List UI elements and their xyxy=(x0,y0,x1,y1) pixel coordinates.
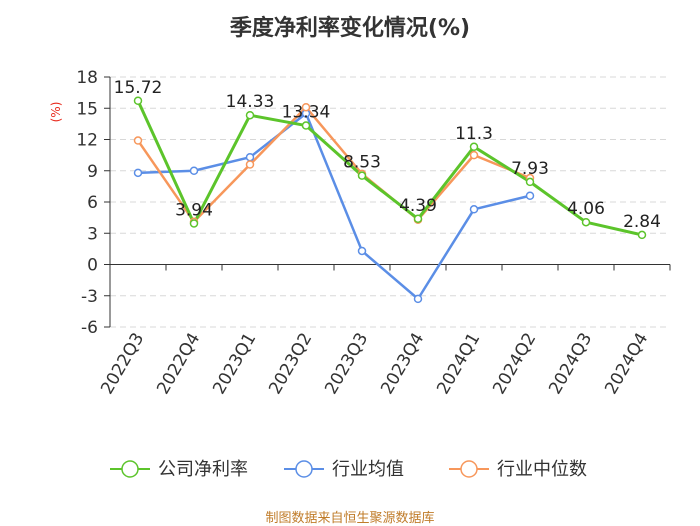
x-tick-label: 2023Q4 xyxy=(377,330,428,398)
y-tick-label: 3 xyxy=(87,224,98,244)
data-label: 8.53 xyxy=(343,153,381,173)
series-line xyxy=(136,105,531,224)
grid-lines xyxy=(110,76,670,328)
data-label: 13.34 xyxy=(282,103,331,123)
data-point xyxy=(189,166,199,175)
data-point xyxy=(245,110,255,120)
data-point xyxy=(413,294,423,304)
data-point xyxy=(413,214,423,224)
data-point xyxy=(301,121,311,130)
data-label: 2.84 xyxy=(623,212,661,232)
data-point xyxy=(133,168,143,178)
x-tick-label: 2022Q4 xyxy=(153,330,204,398)
data-point xyxy=(637,230,647,240)
legend-label: 公司净利率 xyxy=(158,459,248,480)
data-label: 11.3 xyxy=(455,124,493,144)
x-tick-labels: 2022Q3 2022Q4 2023Q1 2023Q2 2023Q3 2023Q4 2024… xyxy=(97,330,652,398)
legend: 公司净利率 行业均值 行业中位数 xyxy=(110,459,587,480)
source-footer: 制图数据来自恒生聚源数据库 xyxy=(265,511,435,526)
x-tick-label: 2023Q2 xyxy=(265,330,316,398)
data-label: 4.06 xyxy=(567,199,605,219)
data-point xyxy=(525,177,535,187)
series-line xyxy=(137,112,531,301)
data-point xyxy=(469,142,479,152)
data-label: 7.93 xyxy=(511,159,549,179)
data-label: 3.94 xyxy=(175,200,213,220)
y-tick-label: 9 xyxy=(87,162,98,182)
y-axis-label: (%) xyxy=(49,102,63,123)
data-point xyxy=(357,171,367,180)
y-tick-label: 18 xyxy=(76,68,98,88)
data-point xyxy=(245,160,255,169)
x-tick-label: 2024Q1 xyxy=(433,330,484,398)
legend-label: 行业中位数 xyxy=(497,459,587,480)
data-point xyxy=(357,246,367,256)
legend-marker xyxy=(460,460,478,478)
legend-label: 行业均值 xyxy=(332,459,404,480)
data-point xyxy=(525,191,535,200)
x-tick-label: 2023Q3 xyxy=(321,330,372,398)
data-label: 4.39 xyxy=(399,196,437,216)
data-point xyxy=(301,102,311,112)
data-label: 14.33 xyxy=(226,92,275,112)
data-point xyxy=(469,150,479,160)
data-labels: 15.72 3.94 14.33 13.34 8.53 4.39 11.3 7.93 4.06 2… xyxy=(114,78,661,232)
y-tick-label: 12 xyxy=(76,131,98,151)
y-tick-label: -3 xyxy=(81,287,98,307)
x-tick-label: 2024Q2 xyxy=(489,330,540,398)
series-points xyxy=(133,96,647,304)
x-tick-label: 2024Q4 xyxy=(601,330,652,398)
x-tick-label: 2022Q3 xyxy=(97,330,148,398)
y-tick-labels: 18 15 12 9 6 3 0 -3 -6 (%) xyxy=(49,68,98,338)
x-tick-label: 2024Q3 xyxy=(545,330,596,398)
legend-marker xyxy=(295,460,313,478)
y-tick-label: 15 xyxy=(76,99,98,119)
chart-title: 季度净利率变化情况(%) xyxy=(229,16,471,41)
data-point xyxy=(245,152,255,162)
y-tick-label: -6 xyxy=(81,318,98,338)
data-label: 15.72 xyxy=(114,78,163,98)
data-point xyxy=(133,96,143,105)
data-point xyxy=(469,205,479,214)
legend-marker xyxy=(121,460,139,478)
y-tick-label: 6 xyxy=(87,193,98,213)
data-point xyxy=(189,219,199,228)
y-tick-label: 0 xyxy=(87,256,98,276)
data-point xyxy=(581,217,591,227)
x-tick-label: 2023Q1 xyxy=(209,330,260,398)
series-line xyxy=(136,100,643,237)
axes xyxy=(104,76,671,328)
series-lines xyxy=(136,100,643,301)
data-point xyxy=(133,136,143,145)
